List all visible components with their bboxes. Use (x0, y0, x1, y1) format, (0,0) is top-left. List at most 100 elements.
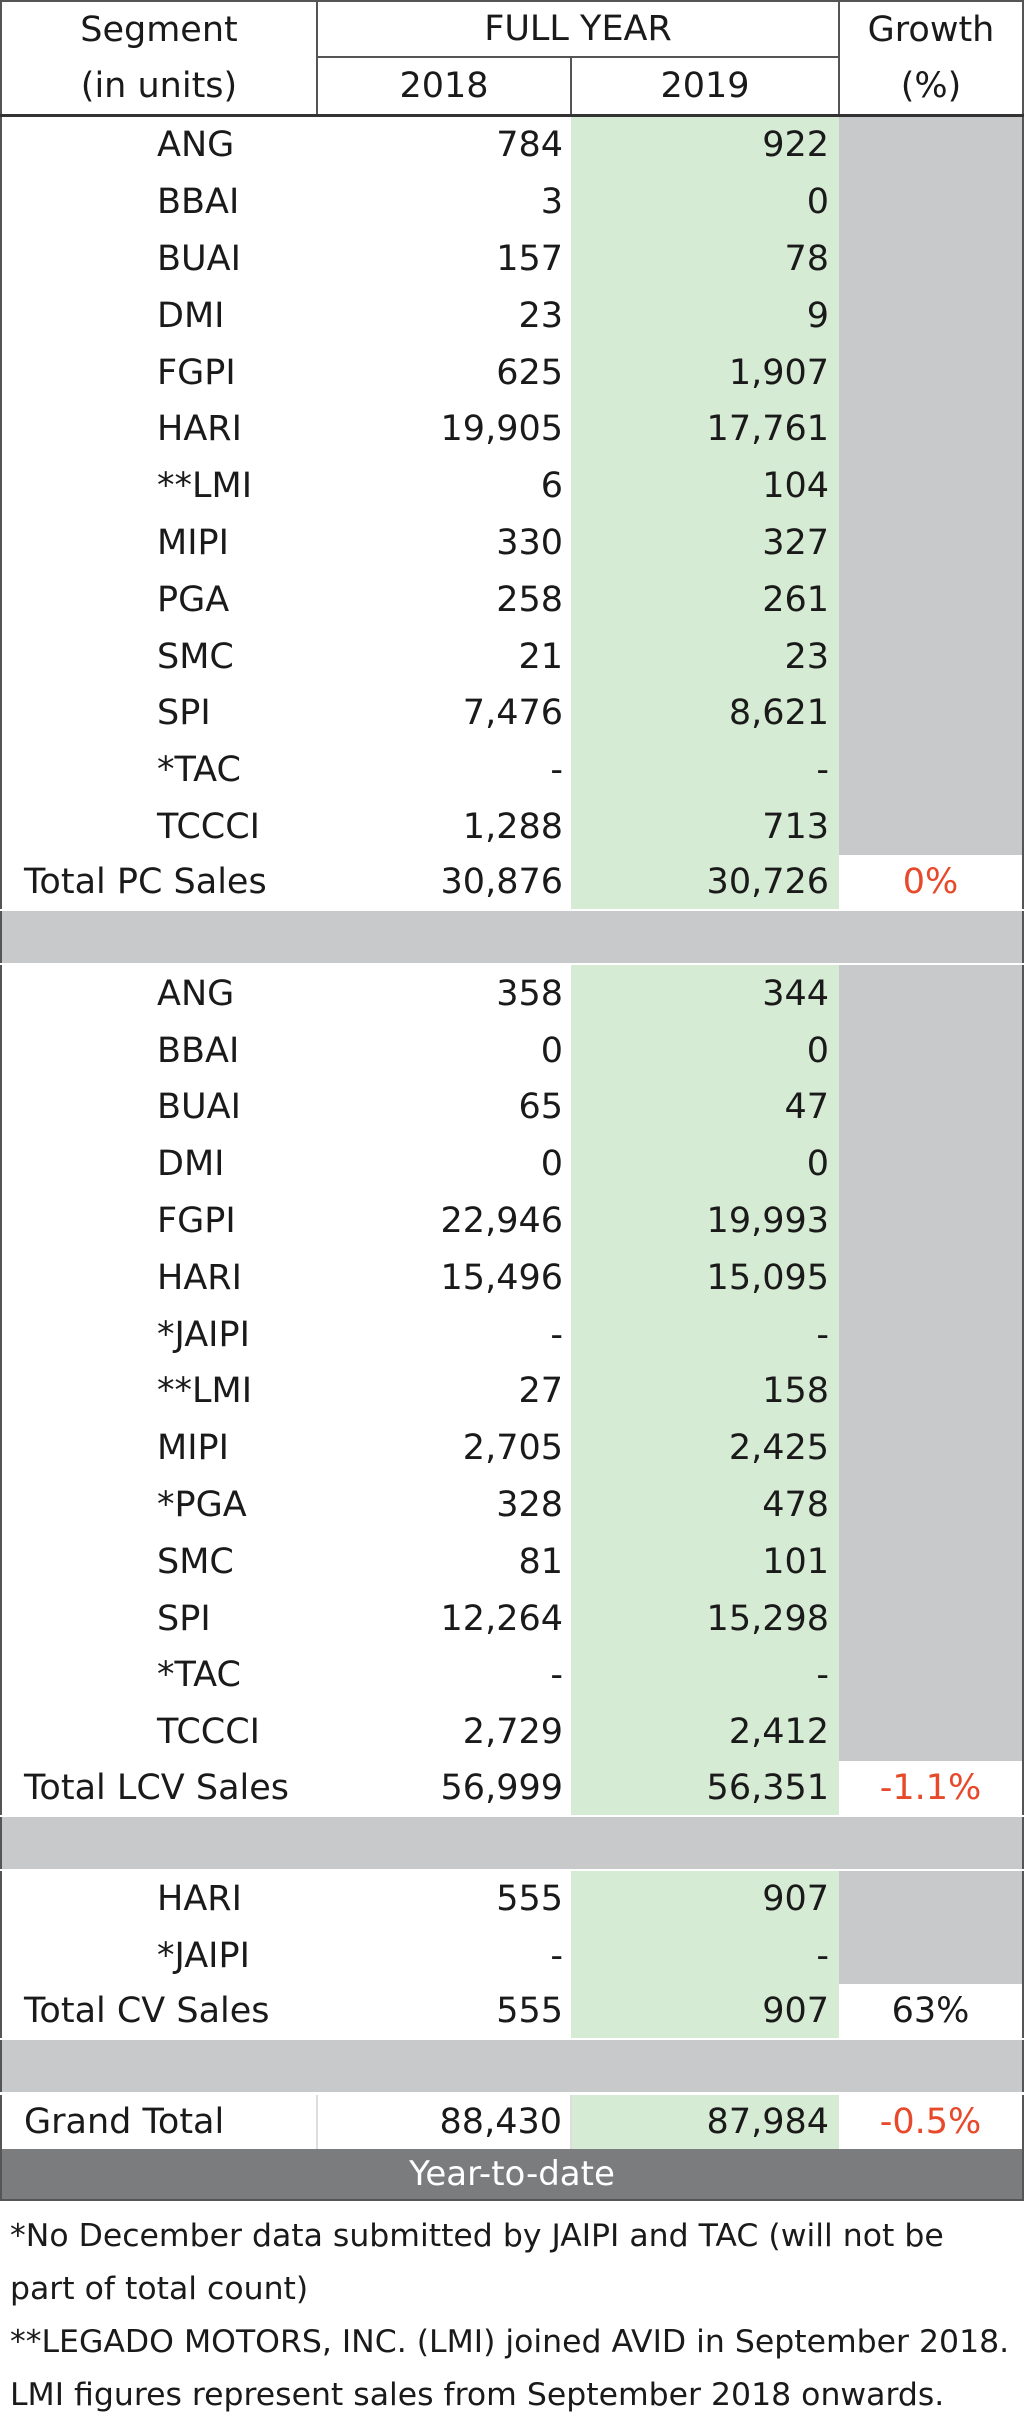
growth-cell (839, 1022, 1024, 1079)
total-2018-cell: 30,876 (440, 862, 563, 903)
table-row: DMI 0 0 (1, 1135, 1024, 1193)
value-2018-cell: 784 (496, 125, 563, 166)
growth-cell (839, 230, 1024, 288)
value-2019-cell: 0 (571, 1022, 840, 1079)
value-2018-cell: 65 (518, 1087, 563, 1128)
value-2019-cell: 713 (571, 798, 840, 856)
segment-cell: PGA (157, 579, 230, 620)
value-2019-cell: 104 (571, 457, 840, 515)
sales-table: Segment FULL YEAR Growth (in units) 2018… (0, 0, 1024, 2202)
growth-cell (839, 1476, 1024, 1534)
divider-cell (1, 909, 1024, 966)
value-2019-cell: 0 (571, 173, 840, 231)
year-2019-header: 2019 (571, 57, 841, 117)
value-2019-cell: 47 (571, 1078, 840, 1136)
value-2018-cell: 0 (540, 1144, 563, 1185)
table-row: DMI 23 9 (1, 287, 1024, 345)
value-2019-cell: 478 (571, 1476, 840, 1534)
table-row: FGPI 22,946 19,993 (1, 1192, 1024, 1250)
value-2019-cell: 17,761 (571, 400, 840, 458)
value-2019-cell: 78 (571, 230, 840, 288)
segment-cell: TCCCI (157, 806, 260, 847)
segment-cell: MIPI (157, 522, 229, 563)
value-2019-cell: - (571, 1927, 840, 1985)
value-2018-cell: 0 (540, 1030, 563, 1071)
section-divider (1, 1814, 1024, 1871)
growth-cell (839, 457, 1024, 515)
table-row: MIPI 2,705 2,425 (1, 1419, 1024, 1477)
segment-cell: HARI (157, 409, 242, 450)
header-row-1: Segment FULL YEAR Growth (1, 0, 1024, 58)
value-2019-cell: 8,621 (571, 684, 840, 742)
table-row: TCCCI 2,729 2,412 (1, 1703, 1024, 1761)
value-2018-cell: 81 (518, 1541, 563, 1582)
value-2018-cell: 258 (496, 579, 563, 620)
growth-cell (839, 115, 1024, 174)
segment-cell: MIPI (157, 1428, 229, 1469)
footnote-line: part of total count) (10, 2271, 309, 2307)
value-2019-cell: 922 (571, 115, 840, 174)
value-2019-cell: 344 (571, 964, 840, 1023)
value-2019-cell: - (571, 1306, 840, 1363)
value-2018-cell: 2,729 (462, 1712, 563, 1753)
table-row: BBAI 3 0 (1, 173, 1024, 231)
growth-cell (839, 628, 1024, 685)
value-2018-cell: - (550, 750, 563, 791)
growth-cell (839, 514, 1024, 572)
table-row: *PGA 328 478 (1, 1476, 1024, 1534)
value-2018-cell: 330 (496, 522, 563, 563)
table-row: ANG 784 922 (1, 115, 1024, 174)
grand-total-2019: 87,984 (571, 2092, 840, 2150)
growth-cell (839, 1927, 1024, 1985)
table-row: *TAC - - (1, 741, 1024, 799)
value-2019-cell: 0 (571, 1135, 840, 1193)
footnote-line: **LEGADO MOTORS, INC. (LMI) joined AVID … (10, 2324, 1010, 2360)
segment-header: Segment (1, 0, 318, 57)
footnote-line: *No December data submitted by JAIPI and… (10, 2218, 944, 2254)
growth-cell (839, 1419, 1024, 1477)
table-row: FGPI 625 1,907 (1, 344, 1024, 401)
segment-cell: *JAIPI (157, 1935, 250, 1976)
table-row: ANG 358 344 (1, 964, 1024, 1023)
table-row: PGA 258 261 (1, 571, 1024, 629)
value-2019-cell: 1,907 (571, 344, 840, 401)
grand-total-2018: 88,430 (317, 2092, 572, 2150)
growth-value: 63% (839, 1984, 1024, 2040)
segment-cell: FGPI (157, 1200, 236, 1241)
value-2019-cell: 101 (571, 1533, 840, 1591)
table-row: **LMI 27 158 (1, 1362, 1024, 1420)
segment-cell: *TAC (157, 750, 241, 791)
value-2019-cell: 19,993 (571, 1192, 840, 1250)
value-2018-cell: - (550, 1935, 563, 1976)
grand-total-growth: -0.5% (839, 2092, 1024, 2150)
value-2018-cell: - (550, 1314, 563, 1355)
value-2018-cell: 15,496 (440, 1257, 563, 1298)
value-2019-cell: 907 (571, 1869, 840, 1928)
table-row: TCCCI 1,288 713 (1, 798, 1024, 856)
segment-cell: **LMI (157, 466, 253, 507)
value-2018-cell: 358 (496, 973, 563, 1014)
growth-cell (839, 571, 1024, 629)
value-2019-cell: - (571, 1646, 840, 1704)
value-2018-cell: 555 (496, 1878, 563, 1919)
value-2019-cell: 9 (571, 287, 840, 345)
table-row: *JAIPI - - (1, 1306, 1024, 1363)
growth-cell (839, 1362, 1024, 1420)
growth-subheader: (%) (839, 57, 1024, 117)
value-2019-cell: 2,412 (571, 1703, 840, 1761)
table-row: SPI 12,264 15,298 (1, 1590, 1024, 1647)
table-row: HARI 15,496 15,095 (1, 1249, 1024, 1307)
total-2019-cell: 56,351 (571, 1760, 840, 1816)
segment-cell: SPI (157, 1598, 211, 1639)
value-2018-cell: 625 (496, 352, 563, 393)
table-row: BUAI 157 78 (1, 230, 1024, 288)
value-2019-cell: 158 (571, 1362, 840, 1420)
divider-cell (1, 2038, 1024, 2095)
value-2018-cell: 1,288 (462, 806, 563, 847)
growth-cell (839, 173, 1024, 231)
segment-cell: ANG (157, 125, 235, 166)
section-divider (1, 2038, 1024, 2095)
growth-cell (839, 1135, 1024, 1193)
total-2019-cell: 30,726 (571, 855, 840, 911)
